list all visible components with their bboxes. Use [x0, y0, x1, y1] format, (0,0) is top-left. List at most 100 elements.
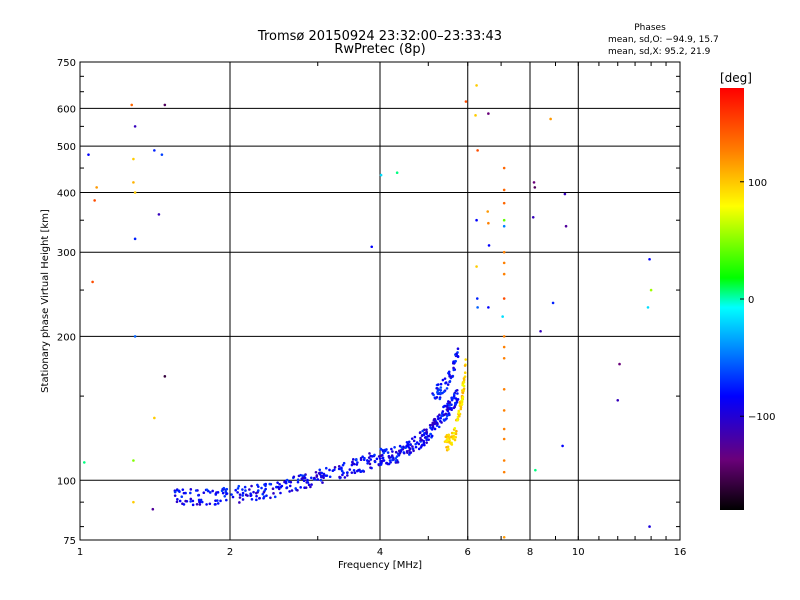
- x-tick-label: 8: [527, 547, 533, 558]
- data-point: [475, 84, 478, 87]
- data-point: [431, 423, 434, 427]
- data-point: [437, 417, 440, 421]
- data-point: [328, 468, 331, 472]
- data-point: [502, 218, 506, 222]
- data-point: [265, 494, 268, 497]
- data-point: [502, 224, 506, 228]
- data-point: [300, 477, 304, 481]
- data-point: [436, 383, 440, 386]
- data-point: [244, 493, 248, 497]
- data-point: [462, 381, 466, 384]
- data-point: [133, 335, 137, 338]
- data-point: [220, 489, 224, 493]
- data-point: [407, 446, 411, 449]
- data-point: [533, 186, 537, 189]
- data-point: [346, 471, 349, 474]
- data-point: [255, 494, 258, 498]
- data-point: [280, 484, 284, 488]
- data-point: [366, 461, 369, 465]
- data-point: [455, 429, 458, 433]
- data-point: [649, 288, 653, 292]
- data-point: [258, 497, 261, 500]
- data-point: [324, 474, 327, 477]
- data-point: [439, 386, 443, 389]
- colorbar-ticks: 100 0 −100: [740, 178, 775, 423]
- data-point: [447, 447, 450, 451]
- data-point: [417, 442, 421, 446]
- data-point: [292, 475, 296, 479]
- data-point: [197, 493, 200, 497]
- data-point: [296, 488, 299, 492]
- data-point: [331, 469, 335, 473]
- data-point: [151, 507, 155, 511]
- data-point: [381, 456, 385, 460]
- data-point: [366, 459, 369, 462]
- y-tick-label: 500: [57, 142, 76, 153]
- data-point: [415, 441, 419, 444]
- data-point: [456, 347, 460, 350]
- data-point: [438, 397, 442, 401]
- data-point: [405, 450, 409, 453]
- data-point: [408, 449, 411, 452]
- data-point: [459, 405, 463, 409]
- data-point: [176, 498, 179, 501]
- data-point: [379, 447, 383, 451]
- data-point: [458, 401, 462, 405]
- data-point: [421, 429, 425, 433]
- data-point: [475, 297, 479, 300]
- data-point: [486, 210, 490, 213]
- data-point: [130, 103, 134, 107]
- data-point: [373, 460, 377, 464]
- data-point: [288, 490, 291, 493]
- data-point: [255, 498, 258, 502]
- data-point: [453, 426, 457, 430]
- data-point: [439, 391, 442, 395]
- data-point: [244, 489, 247, 492]
- data-point: [213, 503, 217, 506]
- data-point: [448, 373, 451, 376]
- data-point: [337, 465, 341, 468]
- data-point: [340, 466, 343, 470]
- data-point: [359, 456, 363, 460]
- data-point: [411, 445, 414, 448]
- data-point: [436, 390, 439, 394]
- data-point: [453, 438, 457, 442]
- data-point: [444, 435, 448, 439]
- data-point: [225, 492, 229, 495]
- data-point: [502, 201, 506, 205]
- data-point: [321, 481, 324, 484]
- data-point: [487, 306, 490, 309]
- data-point: [502, 335, 506, 338]
- data-point: [461, 395, 465, 399]
- data-point: [338, 475, 341, 479]
- data-point: [423, 436, 427, 439]
- data-point: [449, 375, 453, 378]
- data-point: [225, 487, 229, 491]
- data-point: [446, 383, 450, 386]
- data-point: [433, 417, 436, 421]
- grid-lines: [80, 62, 680, 540]
- data-point: [463, 371, 467, 374]
- data-point: [180, 495, 184, 499]
- x-tick-label: 16: [674, 547, 687, 558]
- data-point: [299, 473, 302, 477]
- data-point: [409, 443, 412, 447]
- data-point: [487, 112, 490, 115]
- data-point: [423, 443, 426, 447]
- data-point: [236, 491, 239, 494]
- data-point: [427, 438, 430, 441]
- data-point: [294, 487, 297, 490]
- data-point: [182, 503, 186, 506]
- data-point: [502, 261, 506, 265]
- data-point: [276, 481, 279, 484]
- data-point: [425, 428, 428, 432]
- data-point: [457, 411, 460, 415]
- data-point: [539, 329, 542, 333]
- data-point: [450, 431, 454, 435]
- data-point: [250, 498, 254, 501]
- data-point: [256, 483, 259, 487]
- data-point: [387, 456, 391, 459]
- data-point: [462, 377, 466, 380]
- data-point: [208, 491, 212, 494]
- data-point: [448, 437, 451, 440]
